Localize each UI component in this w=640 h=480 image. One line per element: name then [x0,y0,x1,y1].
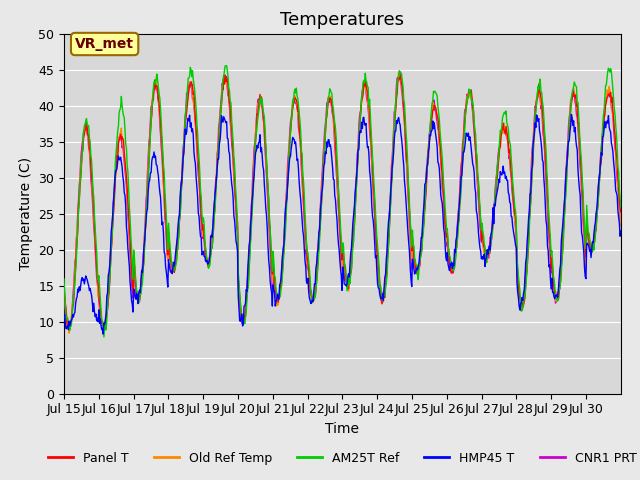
Text: VR_met: VR_met [75,37,134,51]
X-axis label: Time: Time [325,422,360,436]
Title: Temperatures: Temperatures [280,11,404,29]
Legend: Panel T, Old Ref Temp, AM25T Ref, HMP45 T, CNR1 PRT: Panel T, Old Ref Temp, AM25T Ref, HMP45 … [44,447,640,469]
Y-axis label: Temperature (C): Temperature (C) [19,157,33,270]
